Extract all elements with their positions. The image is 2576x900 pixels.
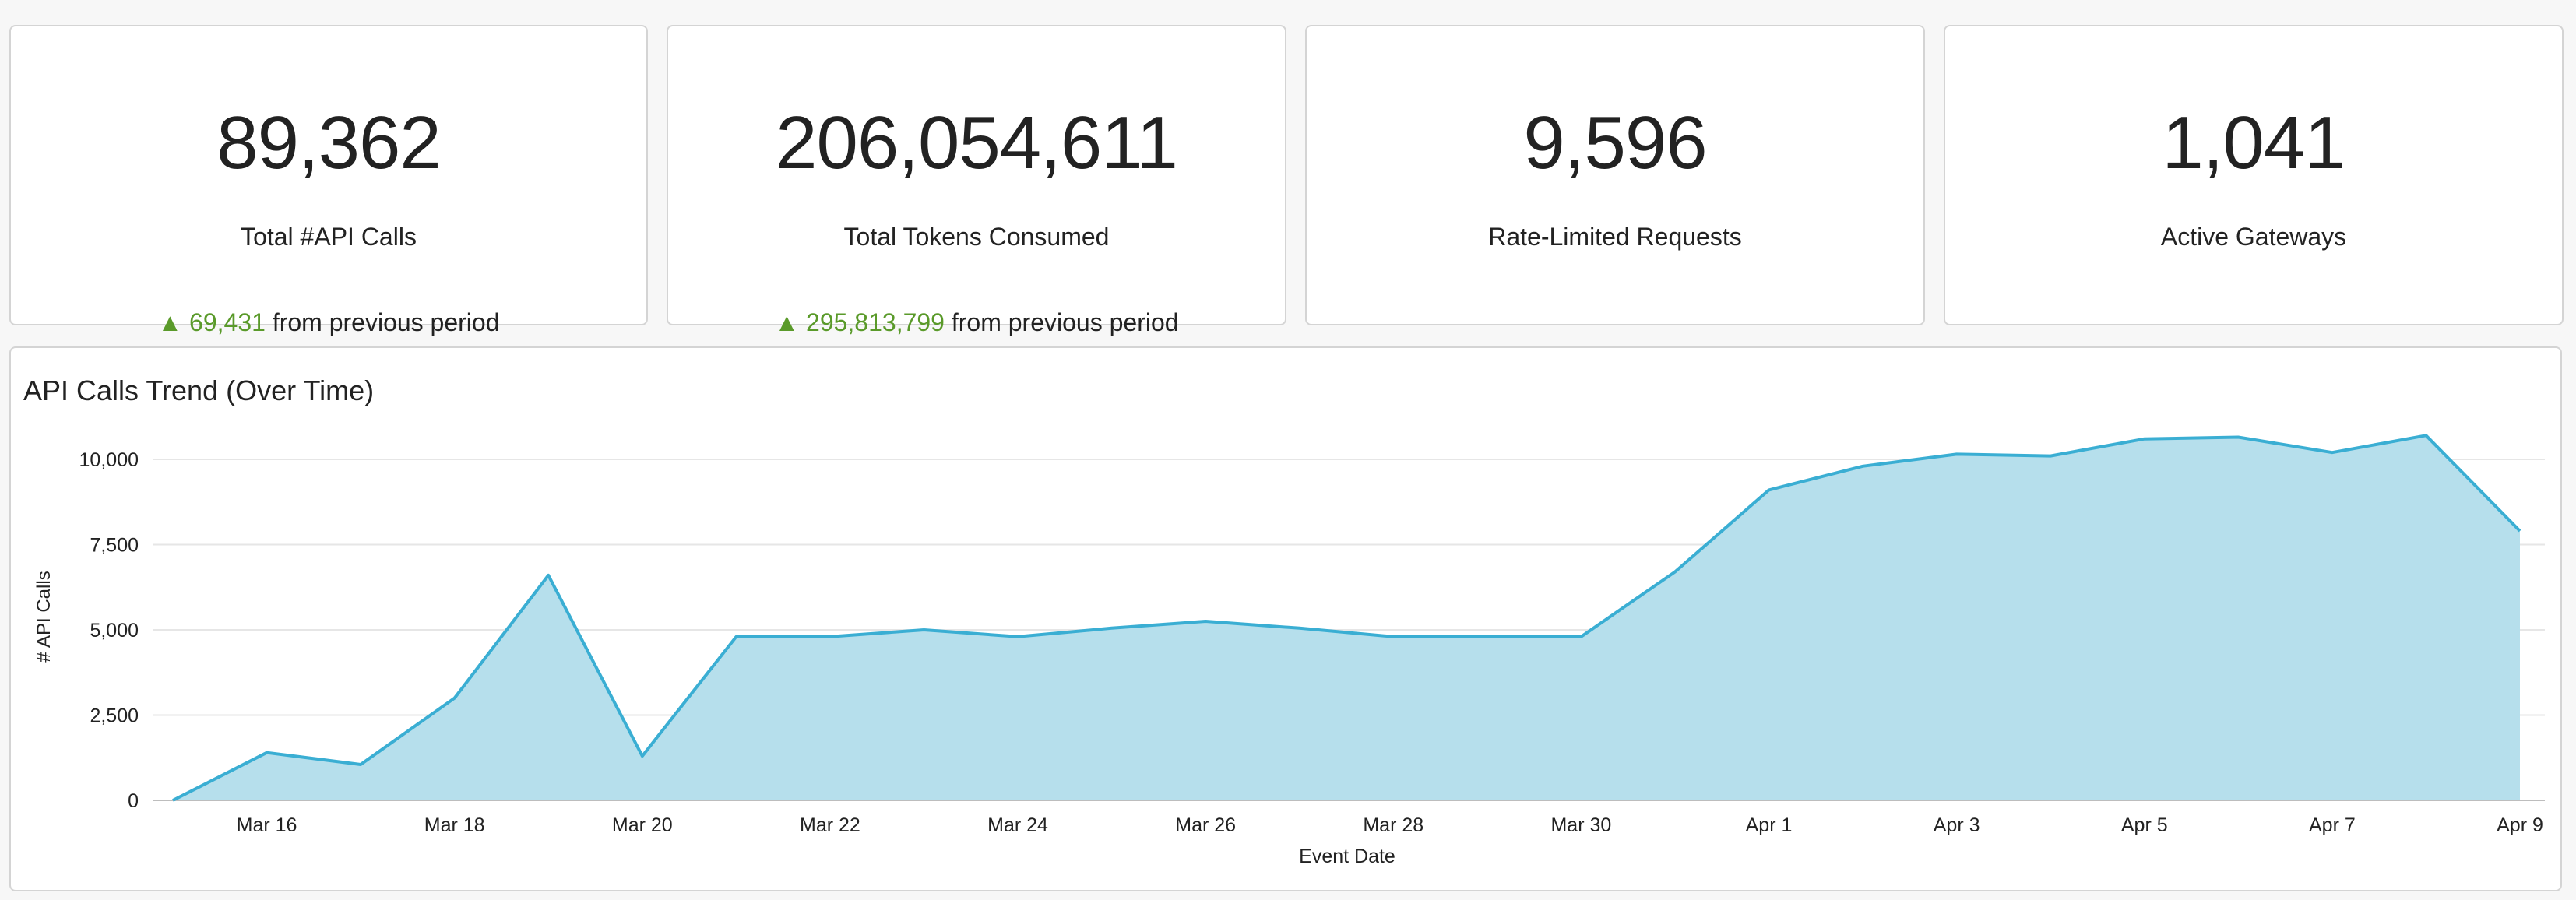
kpi-label: Rate-Limited Requests (1488, 223, 1742, 251)
kpi-delta-value: 295,813,799 (806, 308, 945, 336)
up-arrow-icon: ▲ (157, 308, 183, 336)
x-tick-label: Mar 16 (237, 814, 297, 836)
kpi-delta: ▲ 295,813,799 from previous period (668, 307, 1285, 338)
y-tick-label: 2,500 (90, 705, 139, 727)
x-tick-label: Mar 20 (612, 814, 673, 836)
y-axis-label: # API Calls (33, 571, 55, 662)
y-tick-label: 7,500 (90, 535, 139, 557)
kpi-value: 9,596 (1523, 101, 1707, 185)
kpi-value: 89,362 (216, 101, 442, 185)
kpi-label: Total Tokens Consumed (843, 223, 1110, 251)
x-tick-label: Apr 9 (2497, 814, 2543, 836)
x-axis-label: Event Date (1299, 846, 1395, 867)
x-tick-label: Apr 1 (1746, 814, 1793, 836)
kpi-delta-text: from previous period (272, 308, 500, 336)
kpi-card-rate-limited: 9,596 Rate-Limited Requests (1305, 25, 1925, 325)
x-tick-label: Mar 22 (800, 814, 860, 836)
y-tick-label: 5,000 (90, 620, 139, 642)
y-tick-label: 0 (128, 790, 139, 812)
x-tick-label: Mar 18 (424, 814, 485, 836)
kpi-card-tokens: 206,054,611 Total Tokens Consumed ▲ 295,… (667, 25, 1286, 336)
x-tick-label: Apr 7 (2309, 814, 2356, 836)
kpi-delta-value: 69,431 (189, 308, 266, 336)
x-tick-label: Mar 30 (1550, 814, 1611, 836)
up-arrow-icon: ▲ (774, 308, 800, 336)
kpi-label: Active Gateways (2160, 223, 2347, 251)
x-tick-label: Mar 28 (1363, 814, 1423, 836)
kpi-value: 206,054,611 (776, 101, 1178, 185)
series-area-fill (173, 435, 2520, 800)
kpi-value: 1,041 (2162, 101, 2345, 185)
kpi-card-gateways: 1,041 Active Gateways (1944, 25, 2564, 325)
kpi-delta: ▲ 69,431 from previous period (11, 307, 646, 338)
kpi-delta-text: from previous period (951, 308, 1179, 336)
x-tick-label: Mar 24 (987, 814, 1048, 836)
series-line (172, 434, 2521, 802)
x-tick-label: Mar 26 (1175, 814, 1236, 836)
x-tick-label: Apr 5 (2121, 814, 2168, 836)
y-tick-label: 10,000 (79, 449, 139, 471)
kpi-label: Total #API Calls (241, 223, 417, 251)
kpi-card-api-calls: 89,362 Total #API Calls ▲ 69,431 from pr… (9, 25, 648, 336)
x-tick-label: Apr 3 (1934, 814, 1980, 836)
chart-title: API Calls Trend (Over Time) (23, 374, 375, 406)
